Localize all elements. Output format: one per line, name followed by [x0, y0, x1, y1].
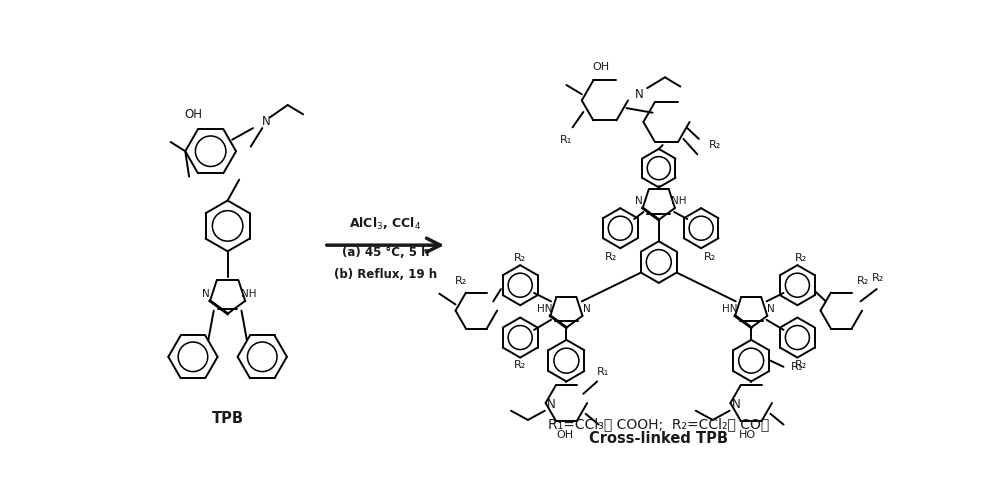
Text: N: N	[635, 88, 644, 101]
Text: R₁=CCl₃、 COOH;  R₂=CCl₂、 CO。: R₁=CCl₃、 COOH; R₂=CCl₂、 CO。	[548, 417, 769, 432]
Text: Cross-linked TPB: Cross-linked TPB	[589, 431, 728, 446]
Text: HO: HO	[739, 431, 756, 440]
Text: R₁: R₁	[597, 367, 609, 377]
Text: N: N	[767, 304, 775, 314]
Text: R₂: R₂	[514, 253, 526, 263]
Text: R₂: R₂	[872, 273, 884, 283]
Text: R₁: R₁	[560, 135, 573, 145]
Text: R₂: R₂	[605, 253, 617, 263]
Text: R₂: R₂	[857, 276, 869, 286]
Text: R₁: R₁	[791, 362, 803, 372]
Text: R₂: R₂	[514, 360, 526, 370]
Text: OH: OH	[592, 62, 610, 72]
Text: N: N	[547, 398, 555, 411]
Text: R₂: R₂	[709, 140, 721, 150]
Text: R₂: R₂	[795, 253, 807, 263]
Text: OH: OH	[556, 431, 573, 440]
Text: R₂: R₂	[455, 276, 467, 286]
Text: N: N	[202, 289, 210, 299]
Text: R₂: R₂	[795, 360, 807, 370]
Text: OH: OH	[185, 108, 203, 121]
Text: NH: NH	[671, 196, 687, 206]
Text: N: N	[262, 116, 270, 128]
Text: (b) Reflux, 19 h: (b) Reflux, 19 h	[334, 268, 437, 281]
Text: HN: HN	[537, 304, 553, 314]
Text: N: N	[635, 196, 643, 206]
Text: N: N	[583, 304, 590, 314]
Text: NH: NH	[241, 289, 257, 299]
Text: AlCl$_3$, CCl$_4$: AlCl$_3$, CCl$_4$	[349, 216, 422, 232]
Text: HN: HN	[722, 304, 737, 314]
Text: R₂: R₂	[704, 253, 717, 263]
Text: (a) 45 °C, 5 h: (a) 45 °C, 5 h	[342, 246, 429, 260]
Text: TPB: TPB	[212, 411, 244, 426]
Text: N: N	[731, 398, 740, 411]
